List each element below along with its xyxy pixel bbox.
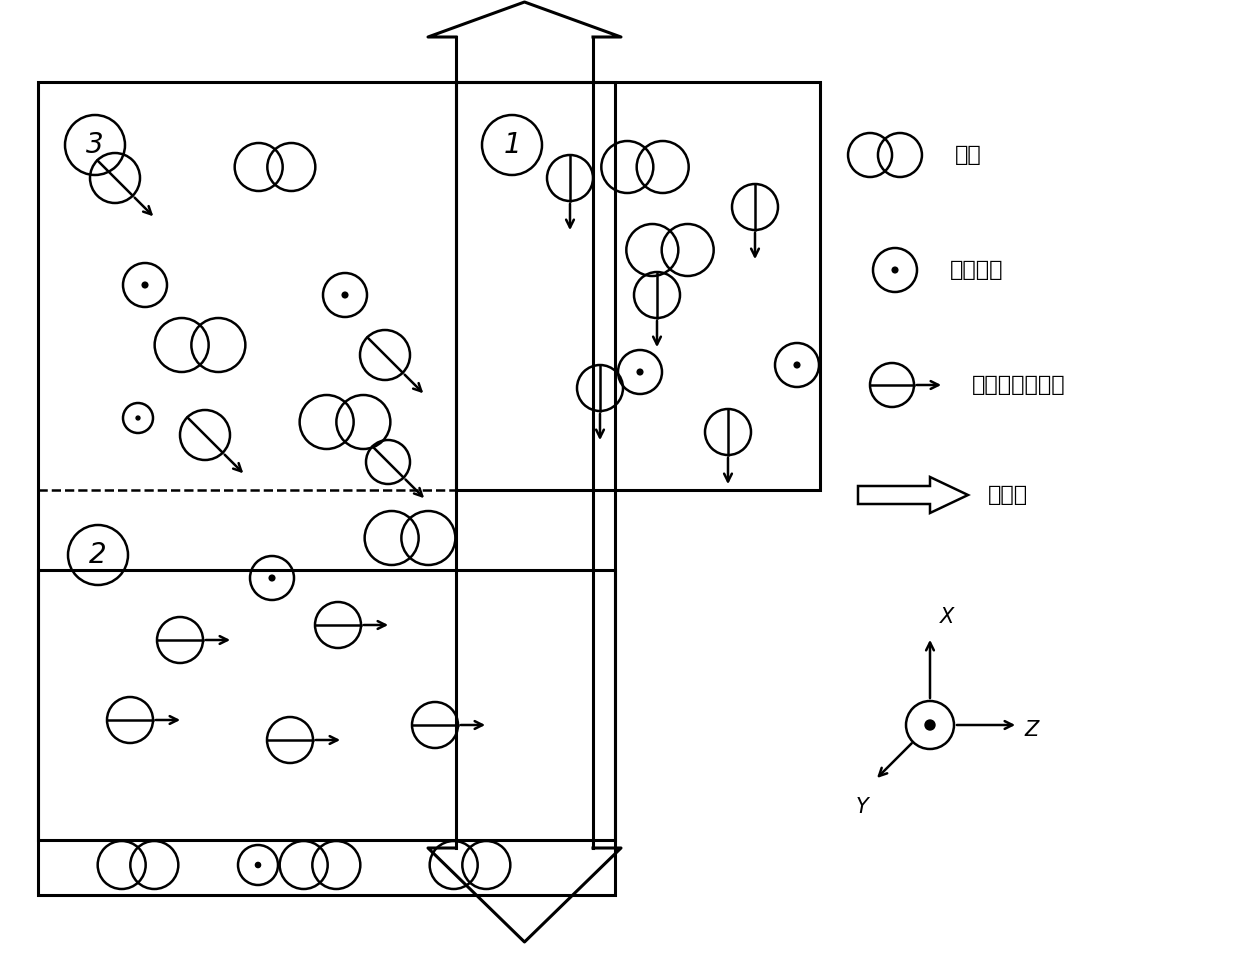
- Text: 1: 1: [503, 131, 521, 159]
- Text: Y: Y: [856, 797, 868, 817]
- Text: X: X: [940, 607, 955, 627]
- Circle shape: [136, 416, 140, 420]
- Text: 2: 2: [89, 541, 107, 569]
- Circle shape: [255, 863, 260, 868]
- Bar: [38, 570, 615, 840]
- Text: 碱金属原子气体: 碱金属原子气体: [972, 375, 1065, 395]
- Circle shape: [637, 370, 642, 374]
- Circle shape: [794, 362, 800, 368]
- Circle shape: [143, 282, 148, 288]
- Text: 3: 3: [87, 131, 104, 159]
- Text: 抗运光: 抗运光: [988, 485, 1028, 505]
- Text: Z: Z: [1024, 720, 1038, 740]
- Bar: [456, 82, 820, 490]
- Circle shape: [892, 267, 898, 273]
- Circle shape: [342, 292, 348, 297]
- Text: 氮气: 氮气: [955, 145, 982, 165]
- Circle shape: [925, 720, 935, 730]
- Circle shape: [269, 575, 275, 581]
- Bar: [38, 82, 615, 895]
- Text: 淤灭气体: 淤灭气体: [950, 260, 1003, 280]
